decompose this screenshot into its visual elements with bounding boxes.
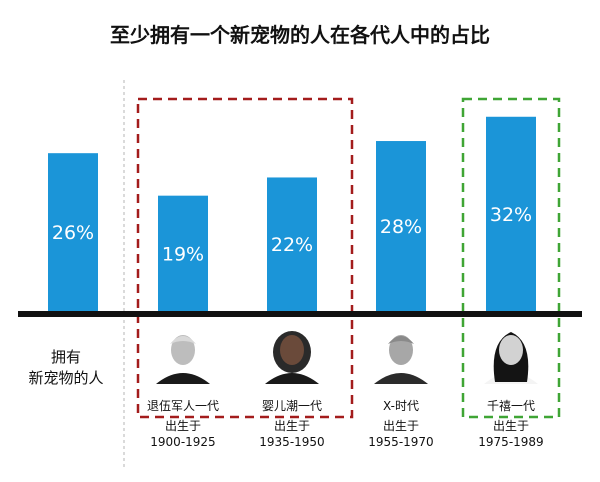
birth-label-1: 出生于 — [164, 419, 201, 433]
birth-years-3: 1955-1970 — [368, 435, 434, 449]
elderly-man-avatar-icon — [156, 335, 210, 384]
row-label-line2: 新宠物的人 — [28, 369, 103, 387]
data-label-3: 28% — [380, 216, 422, 238]
highlight-layer — [136, 97, 561, 419]
bar-0 — [48, 153, 98, 311]
bar-3 — [376, 141, 426, 311]
chart-title: 至少拥有一个新宠物的人在各代人中的占比 — [110, 23, 490, 47]
data-label-2: 22% — [271, 234, 313, 256]
bar-1 — [158, 195, 208, 311]
category-label-1: 退伍军人一代 — [146, 399, 219, 413]
birth-years-2: 1935-1950 — [259, 435, 325, 449]
young-woman-avatar-icon — [484, 332, 538, 384]
bar-4 — [486, 116, 536, 311]
highlight-box-0 — [136, 97, 354, 419]
birth-years-1: 1900-1925 — [150, 435, 216, 449]
man-avatar-icon — [374, 335, 428, 384]
woman-avatar-icon — [265, 331, 319, 384]
category-label-2: 婴儿潮一代 — [261, 399, 322, 413]
row-label-line1: 拥有 — [51, 348, 81, 366]
data-label-1: 19% — [162, 243, 204, 265]
highlight-box-1 — [461, 97, 561, 419]
bar-2 — [267, 177, 317, 311]
data-label-4: 32% — [490, 204, 532, 226]
category-label-3: X-时代 — [383, 399, 419, 413]
data-label-0: 26% — [52, 222, 94, 244]
category-label-4: 千禧一代 — [486, 399, 535, 413]
birth-label-2: 出生于 — [273, 419, 310, 433]
birth-label-3: 出生于 — [382, 419, 419, 433]
birth-label-4: 出生于 — [492, 419, 529, 433]
bars-layer: 26% 19% 22% 28% 32% — [48, 116, 536, 311]
birth-years-4: 1975-1989 — [478, 435, 544, 449]
